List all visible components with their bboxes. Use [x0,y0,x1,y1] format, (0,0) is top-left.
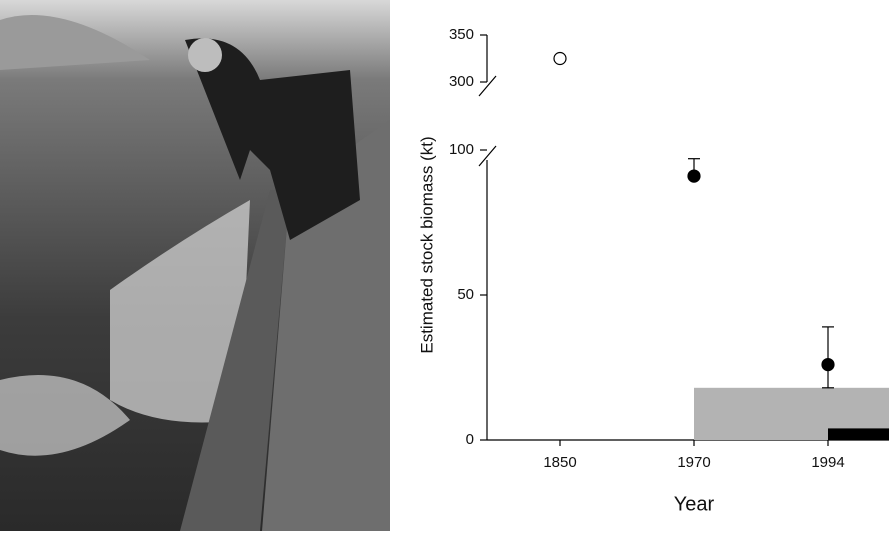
y-tick-label: 350 [449,26,474,43]
y-tick-label: 300 [449,73,474,90]
point [553,51,567,66]
band [828,428,889,440]
y-tick-label: 0 [466,431,474,448]
x-tick-label: 1994 [811,454,844,471]
x-tick-label: 1850 [543,454,576,471]
photo [0,0,390,531]
point [687,169,701,183]
y-tick-label: 100 [449,141,474,158]
y-axis-label: Estimated stock biomass (kt) [417,136,436,353]
x-axis-label: Year [674,493,715,515]
y-tick-label: 50 [457,286,474,303]
x-tick-label: 1970 [677,454,710,471]
point [821,358,835,372]
